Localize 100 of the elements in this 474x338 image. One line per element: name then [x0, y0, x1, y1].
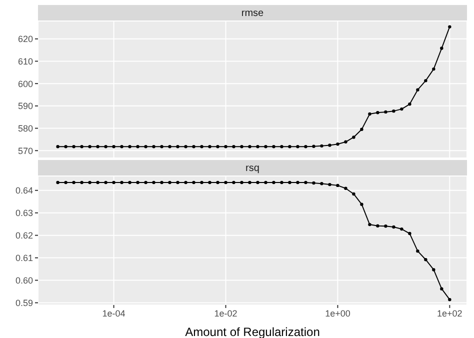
point — [224, 180, 228, 184]
point — [272, 145, 276, 148]
point — [312, 144, 316, 148]
point — [368, 222, 372, 226]
point — [88, 145, 92, 148]
point — [296, 180, 300, 184]
point — [344, 140, 348, 144]
point — [384, 110, 388, 114]
point — [376, 224, 380, 228]
point — [336, 184, 340, 188]
point — [296, 145, 300, 148]
point — [400, 107, 404, 111]
point — [144, 180, 148, 184]
point — [216, 180, 220, 184]
point — [216, 145, 220, 148]
point — [240, 145, 244, 148]
point — [328, 144, 332, 147]
point — [440, 287, 444, 290]
y-tick-label: 0.62 — [15, 230, 33, 241]
y-tick-label: 0.64 — [15, 186, 33, 196]
point — [352, 136, 356, 139]
point — [232, 180, 236, 184]
point — [248, 145, 252, 148]
point — [152, 180, 156, 184]
point — [344, 186, 348, 190]
point — [304, 145, 308, 148]
point — [72, 180, 76, 184]
point — [328, 182, 332, 186]
point — [200, 145, 204, 148]
point — [272, 180, 276, 184]
point — [400, 227, 404, 231]
y-tick-label: 590 — [18, 101, 33, 112]
point — [256, 180, 260, 184]
point — [288, 180, 292, 184]
point — [176, 145, 180, 148]
point — [96, 180, 100, 184]
point — [192, 145, 196, 148]
point — [120, 145, 124, 148]
point — [280, 145, 284, 148]
point — [184, 145, 188, 148]
point — [392, 225, 396, 229]
point — [408, 102, 412, 106]
point — [392, 109, 396, 113]
point — [56, 180, 60, 184]
point — [416, 88, 420, 92]
point — [96, 145, 100, 148]
point — [304, 180, 308, 184]
point — [376, 111, 380, 114]
point — [440, 46, 444, 50]
point — [136, 180, 140, 184]
point — [64, 180, 68, 184]
point — [144, 145, 148, 148]
point — [264, 145, 268, 148]
point — [80, 145, 84, 148]
point — [120, 180, 124, 184]
y-tick-label: 0.63 — [15, 208, 33, 218]
point — [312, 181, 316, 185]
point — [104, 145, 108, 148]
point — [224, 145, 228, 148]
y-tick-label: 0.59 — [15, 298, 33, 308]
point — [88, 180, 92, 184]
point — [424, 258, 428, 262]
point — [360, 128, 364, 131]
y-tick-label: 0.60 — [15, 275, 33, 286]
point — [360, 202, 364, 206]
point — [336, 142, 340, 146]
y-tick-label: 580 — [18, 123, 33, 134]
point — [368, 112, 372, 116]
point — [448, 25, 452, 28]
point — [160, 180, 164, 184]
y-tick-label: 620 — [18, 34, 33, 44]
point — [264, 180, 268, 184]
point — [288, 145, 292, 148]
x-tick-label: 1e+00 — [325, 308, 350, 318]
point — [104, 180, 108, 184]
chart-title: rmse — [38, 5, 467, 21]
point — [128, 180, 132, 184]
x-tick-label: 1e+02 — [437, 308, 462, 318]
point — [72, 145, 76, 148]
point — [128, 145, 132, 148]
point — [232, 145, 236, 148]
point — [136, 145, 140, 148]
point — [208, 180, 212, 184]
point — [416, 249, 420, 253]
point — [352, 192, 356, 196]
point — [56, 145, 60, 148]
y-tick-label: 570 — [18, 146, 33, 156]
point — [160, 145, 164, 148]
point — [448, 298, 452, 302]
point — [192, 180, 196, 184]
point — [168, 145, 172, 148]
point — [408, 232, 412, 236]
point — [248, 180, 252, 184]
point — [240, 180, 244, 184]
y-tick-label: 0.61 — [15, 253, 33, 263]
point — [432, 67, 436, 71]
x-tick-label: 1e-04 — [102, 308, 126, 318]
point — [168, 180, 172, 184]
point — [200, 180, 204, 184]
point — [64, 145, 68, 148]
